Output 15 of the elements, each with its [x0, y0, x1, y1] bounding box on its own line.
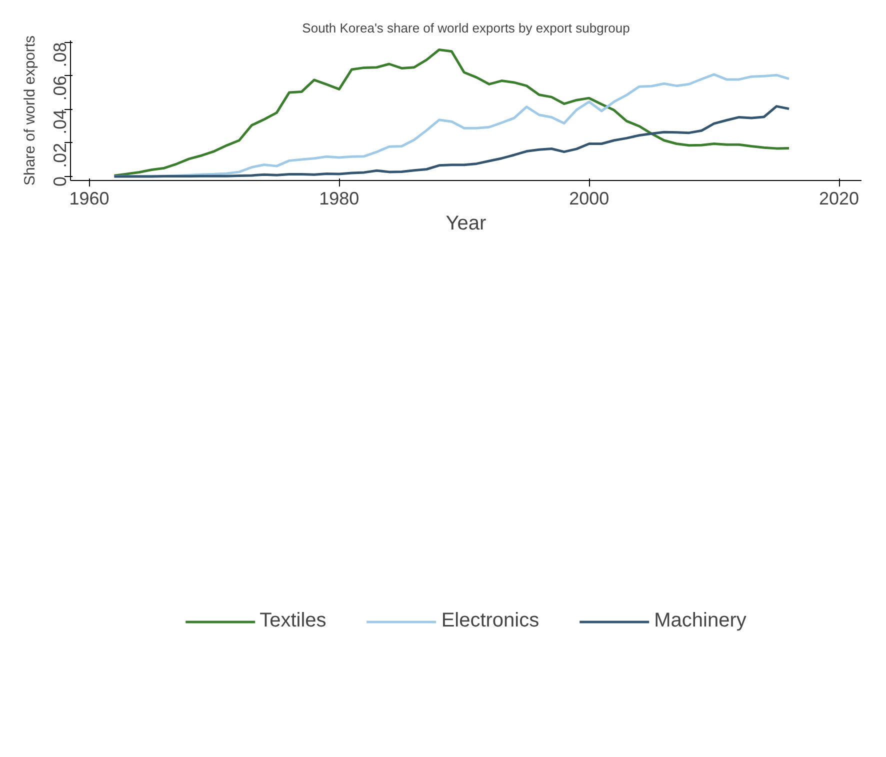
y-tick-label: .04: [50, 109, 70, 134]
legend-label: Electronics: [441, 610, 540, 633]
y-tick-label: .06: [50, 76, 70, 101]
x-tick-label: 2000: [569, 188, 610, 208]
x-axis-title: Year: [446, 212, 487, 234]
x-tick-label: 1980: [319, 188, 360, 208]
x-tick-label: 1960: [69, 188, 110, 208]
legend-label: Textiles: [260, 610, 326, 633]
x-tick-label: 2020: [818, 188, 860, 208]
legend-label: Machinery: [654, 610, 746, 633]
y-tick-label: 0: [50, 176, 70, 186]
y-axis-title: Share of world exports: [22, 35, 38, 186]
y-tick-label: .08: [50, 42, 70, 68]
chart-title: South Korea's share of world exports by export subgroup: [302, 20, 630, 36]
y-tick-label: .02: [50, 142, 70, 168]
